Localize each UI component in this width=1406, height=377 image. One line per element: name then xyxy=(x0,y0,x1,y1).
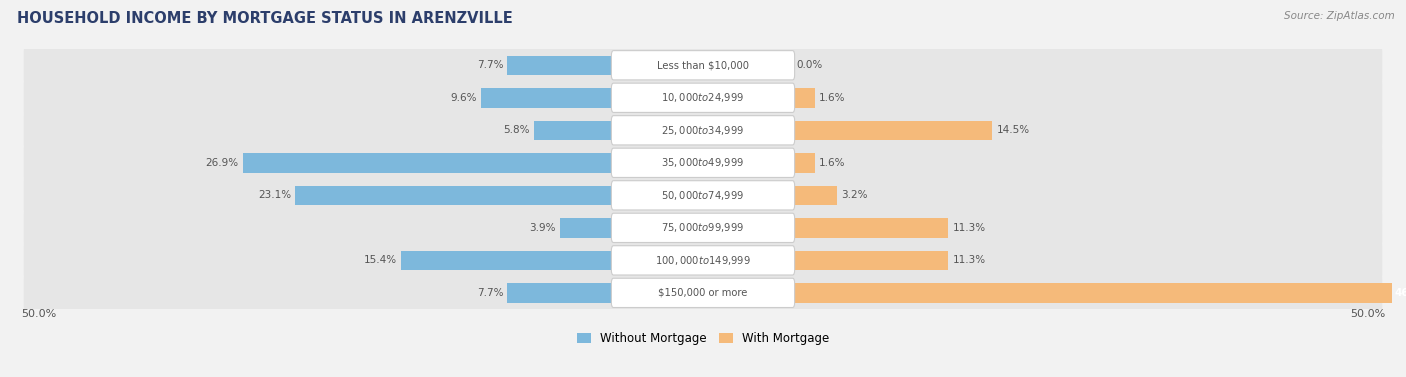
Text: 1.6%: 1.6% xyxy=(818,158,845,168)
FancyBboxPatch shape xyxy=(24,75,1382,120)
Text: 26.9%: 26.9% xyxy=(205,158,239,168)
Text: $25,000 to $34,999: $25,000 to $34,999 xyxy=(661,124,745,137)
Text: $75,000 to $99,999: $75,000 to $99,999 xyxy=(661,221,745,234)
Text: 3.2%: 3.2% xyxy=(841,190,868,200)
Bar xyxy=(481,88,613,107)
FancyBboxPatch shape xyxy=(612,51,794,80)
Bar xyxy=(793,153,814,173)
FancyBboxPatch shape xyxy=(24,140,1382,185)
Bar xyxy=(533,121,613,140)
FancyBboxPatch shape xyxy=(24,43,1382,88)
Text: 15.4%: 15.4% xyxy=(364,255,396,265)
FancyBboxPatch shape xyxy=(612,278,794,308)
Bar xyxy=(508,283,613,303)
Text: 46.8%: 46.8% xyxy=(1395,288,1406,298)
Text: $150,000 or more: $150,000 or more xyxy=(658,288,748,298)
Bar xyxy=(401,251,613,270)
FancyBboxPatch shape xyxy=(24,205,1382,250)
Text: $50,000 to $74,999: $50,000 to $74,999 xyxy=(661,189,745,202)
Bar xyxy=(793,283,1406,303)
Legend: Without Mortgage, With Mortgage: Without Mortgage, With Mortgage xyxy=(572,328,834,350)
FancyBboxPatch shape xyxy=(612,181,794,210)
Text: 5.8%: 5.8% xyxy=(503,125,530,135)
Text: 11.3%: 11.3% xyxy=(952,223,986,233)
Bar xyxy=(295,185,613,205)
Text: 7.7%: 7.7% xyxy=(477,288,503,298)
FancyBboxPatch shape xyxy=(24,270,1382,315)
Text: $10,000 to $24,999: $10,000 to $24,999 xyxy=(661,91,745,104)
Text: 1.6%: 1.6% xyxy=(818,93,845,103)
Text: $35,000 to $49,999: $35,000 to $49,999 xyxy=(661,156,745,169)
Text: 9.6%: 9.6% xyxy=(450,93,477,103)
Text: 50.0%: 50.0% xyxy=(1350,309,1385,319)
Text: 7.7%: 7.7% xyxy=(477,60,503,70)
Bar xyxy=(793,218,948,238)
Bar xyxy=(793,121,993,140)
FancyBboxPatch shape xyxy=(612,83,794,112)
Text: 3.9%: 3.9% xyxy=(529,223,555,233)
Bar xyxy=(793,88,814,107)
Text: Less than $10,000: Less than $10,000 xyxy=(657,60,749,70)
Bar xyxy=(508,55,613,75)
Bar xyxy=(243,153,613,173)
Text: 23.1%: 23.1% xyxy=(257,190,291,200)
FancyBboxPatch shape xyxy=(612,213,794,242)
Bar xyxy=(560,218,613,238)
Text: 11.3%: 11.3% xyxy=(952,255,986,265)
FancyBboxPatch shape xyxy=(24,238,1382,283)
Text: $100,000 to $149,999: $100,000 to $149,999 xyxy=(655,254,751,267)
FancyBboxPatch shape xyxy=(612,148,794,178)
Text: 14.5%: 14.5% xyxy=(997,125,1029,135)
Text: Source: ZipAtlas.com: Source: ZipAtlas.com xyxy=(1284,11,1395,21)
Bar xyxy=(793,251,948,270)
Bar xyxy=(793,185,837,205)
FancyBboxPatch shape xyxy=(612,246,794,275)
FancyBboxPatch shape xyxy=(612,116,794,145)
Text: 50.0%: 50.0% xyxy=(21,309,56,319)
Text: 0.0%: 0.0% xyxy=(797,60,823,70)
Text: HOUSEHOLD INCOME BY MORTGAGE STATUS IN ARENZVILLE: HOUSEHOLD INCOME BY MORTGAGE STATUS IN A… xyxy=(17,11,513,26)
FancyBboxPatch shape xyxy=(24,173,1382,218)
FancyBboxPatch shape xyxy=(24,108,1382,153)
